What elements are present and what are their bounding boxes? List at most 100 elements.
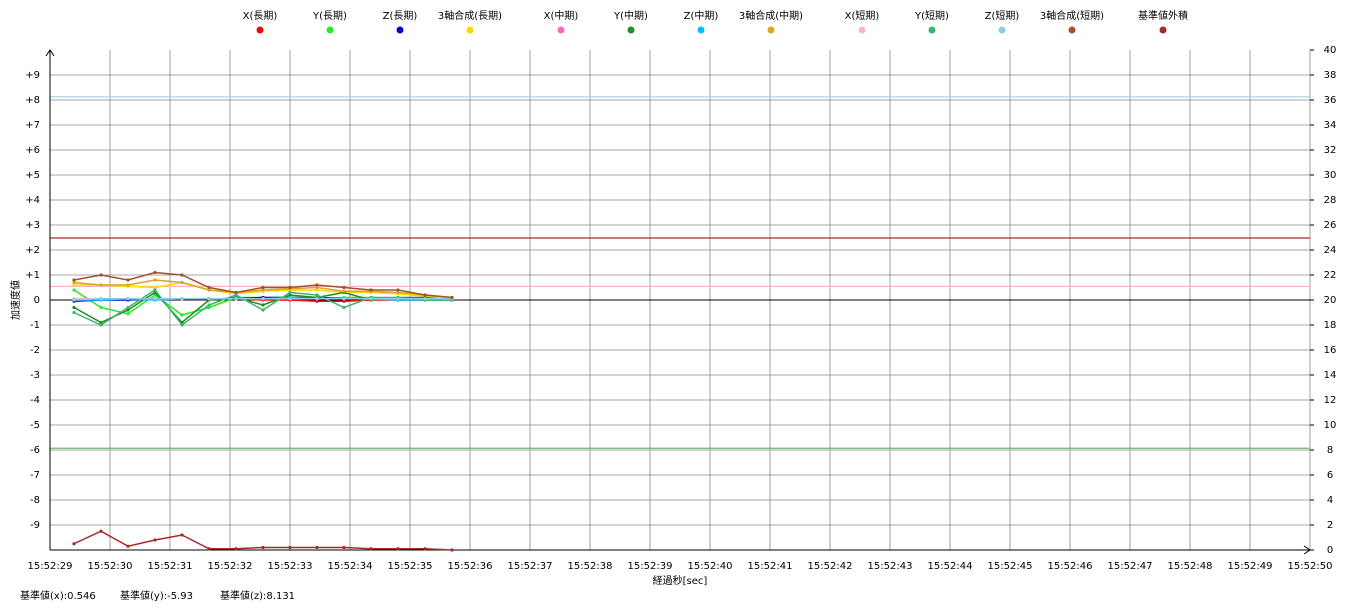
x-tick-label: 15:52:35 <box>388 561 433 572</box>
y2-tick-label: 8 <box>1327 445 1333 456</box>
data-point <box>369 288 373 292</box>
y-tick-label: -9 <box>30 520 40 531</box>
data-point <box>99 305 103 310</box>
data-point <box>342 305 346 310</box>
y-tick-label: +7 <box>25 120 40 131</box>
x-tick-label: 15:52:29 <box>28 561 73 572</box>
y2-tick-label: 10 <box>1324 420 1337 431</box>
data-point <box>99 297 103 301</box>
x-tick-label: 15:52:41 <box>748 561 793 572</box>
legend-label: X(中期) <box>544 9 579 22</box>
data-point <box>153 288 157 292</box>
data-point <box>99 320 103 325</box>
data-point <box>288 285 292 290</box>
y2-tick-label: 40 <box>1324 45 1337 56</box>
data-point <box>153 285 157 290</box>
data-point <box>126 278 130 282</box>
axis-arrow <box>1303 545 1311 555</box>
data-point <box>261 303 265 307</box>
data-point <box>207 305 211 310</box>
y2-tick-label: 22 <box>1324 270 1337 281</box>
data-point <box>180 313 184 317</box>
data-point <box>261 288 265 292</box>
y2-tick-label: 2 <box>1327 520 1333 531</box>
data-point <box>207 303 211 307</box>
data-point <box>72 288 76 292</box>
y-tick-label: -4 <box>30 395 40 406</box>
data-point <box>126 283 130 287</box>
data-point <box>288 290 292 295</box>
x-tick-label: 15:52:31 <box>148 561 193 572</box>
data-point <box>207 297 211 301</box>
x-axis-label: 経過秒[sec] <box>653 574 708 587</box>
data-point <box>234 293 238 297</box>
data-point <box>315 297 319 301</box>
x-tick-label: 15:52:47 <box>1108 561 1153 572</box>
y2-tick-label: 18 <box>1324 320 1337 331</box>
data-point <box>207 285 211 290</box>
y-tick-label: 0 <box>34 295 40 306</box>
y2-tick-label: 28 <box>1324 195 1337 206</box>
data-point <box>369 297 373 301</box>
x-tick-label: 15:52:44 <box>928 561 973 572</box>
y-tick-label: -6 <box>30 445 40 456</box>
data-point <box>369 547 373 551</box>
data-point <box>342 545 346 550</box>
legend-marker <box>767 26 775 34</box>
data-point <box>72 305 76 310</box>
y-tick-label: +8 <box>25 95 40 106</box>
data-point <box>153 278 157 282</box>
x-tick-label: 15:52:32 <box>208 561 253 572</box>
legend-label: 3軸合成(長期) <box>438 9 502 22</box>
x-tick-label: 15:52:38 <box>568 561 613 572</box>
y-tick-label: +5 <box>25 170 40 181</box>
y2-tick-label: 14 <box>1324 370 1337 381</box>
data-point <box>126 312 130 316</box>
y2-tick-label: 16 <box>1324 345 1337 356</box>
data-point <box>234 290 238 295</box>
x-tick-label: 15:52:37 <box>508 561 553 572</box>
x-tick-label: 15:52:45 <box>988 561 1033 572</box>
data-point <box>315 545 319 550</box>
x-tick-label: 15:52:40 <box>688 561 733 572</box>
y-tick-label: +6 <box>25 145 40 156</box>
x-tick-label: 15:52:50 <box>1288 561 1333 572</box>
legend-label: Y(長期) <box>312 10 347 22</box>
legend-marker <box>396 26 404 34</box>
data-point <box>234 297 238 301</box>
data-point <box>180 323 184 327</box>
data-point <box>72 278 76 282</box>
legend-marker <box>858 26 866 34</box>
y2-tick-label: 24 <box>1324 245 1337 256</box>
x-tick-label: 15:52:48 <box>1168 561 1213 572</box>
data-point <box>342 289 346 293</box>
data-point <box>153 297 157 301</box>
legend-marker <box>1159 26 1167 34</box>
data-point <box>288 297 292 301</box>
data-point <box>342 299 346 303</box>
data-point <box>342 297 346 301</box>
data-point <box>126 308 130 312</box>
x-tick-label: 15:52:43 <box>868 561 913 572</box>
data-point <box>315 283 319 287</box>
data-point <box>99 273 103 277</box>
y-tick-label: -8 <box>30 495 40 506</box>
x-tick-label: 15:52:39 <box>628 561 673 572</box>
data-point <box>207 547 211 551</box>
legend-label: X(短期) <box>845 9 880 22</box>
y2-tick-label: 0 <box>1327 545 1333 556</box>
legend-label: X(長期) <box>243 10 278 22</box>
data-point <box>315 299 319 303</box>
data-point <box>423 293 427 297</box>
reference-label: 基準値(x):0.546 <box>20 589 96 602</box>
y-tick-label: +1 <box>25 270 40 281</box>
reference-label: 基準値(y):-5.93 <box>120 589 193 602</box>
y2-tick-label: 26 <box>1324 220 1337 231</box>
y-tick-label: -5 <box>30 420 40 431</box>
data-point <box>261 308 265 312</box>
y-tick-label: +4 <box>25 195 40 206</box>
data-point <box>342 285 346 290</box>
y-tick-label: -3 <box>30 370 40 381</box>
data-point <box>72 298 76 302</box>
x-tick-label: 15:52:49 <box>1228 561 1273 572</box>
